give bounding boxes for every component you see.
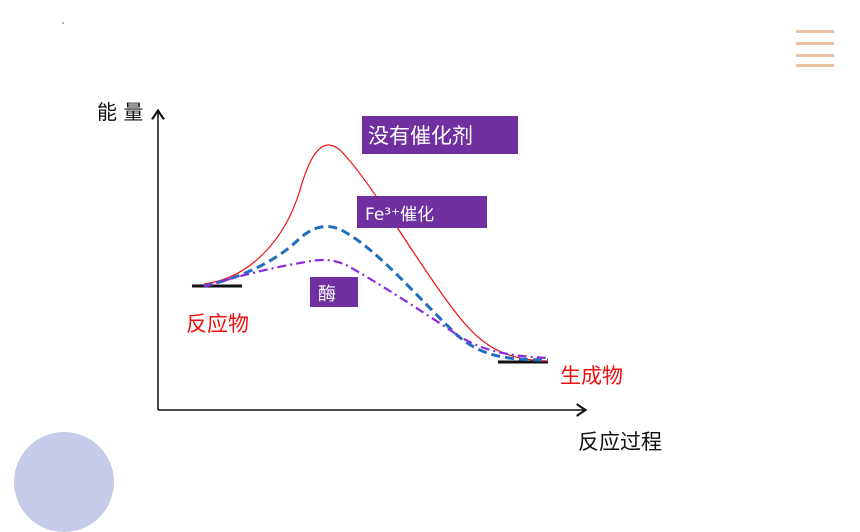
decorative-dot <box>62 22 64 24</box>
y-axis-label: 能 量 <box>97 100 144 124</box>
energy-diagram <box>0 0 860 484</box>
product-label: 生成物 <box>560 364 623 388</box>
reactant-label: 反应物 <box>186 312 249 336</box>
fe-catalyst-label: Fe³⁺催化 <box>365 205 435 225</box>
x-axis-label: 反应过程 <box>578 430 662 454</box>
curve-no-catalyst <box>203 144 549 362</box>
no-catalyst-label: 没有催化剂 <box>368 124 473 148</box>
curve-fe-catalyst <box>203 224 549 362</box>
curve-enzyme <box>203 258 549 360</box>
menu-icon[interactable] <box>796 28 834 67</box>
enzyme-label: 酶 <box>318 284 336 305</box>
fe-catalyst-box: Fe³⁺催化 <box>357 196 487 228</box>
enzyme-box: 酶 <box>310 277 358 307</box>
no-catalyst-box: 没有催化剂 <box>362 116 518 154</box>
